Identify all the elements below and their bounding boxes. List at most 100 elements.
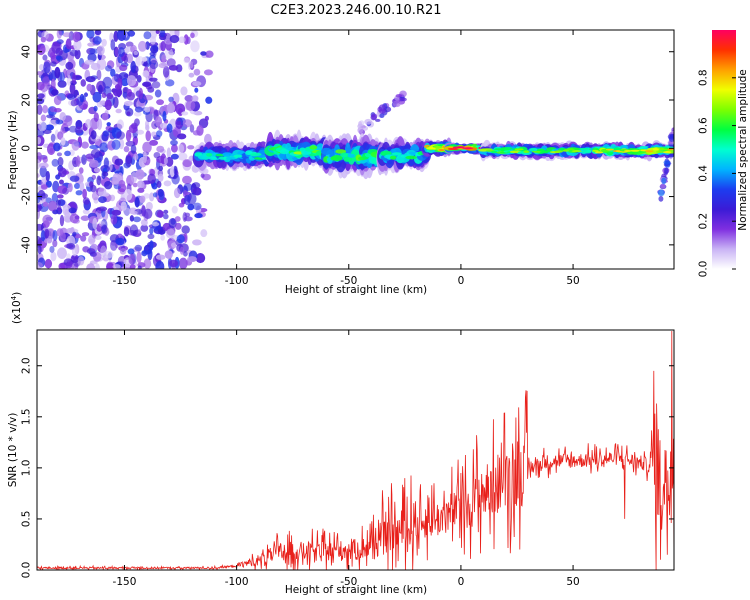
spectrogram-noise-blob <box>182 211 188 222</box>
spectrogram-noise-blob <box>187 203 195 211</box>
spectrogram-noise-blob <box>135 55 145 66</box>
spectrogram-noise-blob <box>149 240 154 251</box>
snr-y-axis-label: SNR (10 * v/v) <box>7 413 19 488</box>
spectrogram-noise-blob <box>84 59 95 65</box>
spectrogram-noise-blob <box>158 165 163 172</box>
spectrogram-band-blob <box>523 150 530 154</box>
spectrogram-noise-blob <box>176 234 185 244</box>
spectrogram-noise-blob <box>73 39 82 51</box>
spectrogram-band-blob <box>340 152 349 158</box>
spectrogram-noise-blob <box>183 34 189 45</box>
spectrogram-noise-blob <box>97 206 108 212</box>
spectrogram-noise-blob <box>110 68 116 77</box>
spectrogram-band-blob <box>652 148 661 151</box>
spectrogram-noise-blob <box>187 256 197 263</box>
spectrogram-noise-blob <box>136 180 145 189</box>
spectrogram-feature-blob <box>658 195 664 202</box>
spectrogram-noise-blob <box>114 158 124 166</box>
spectrogram-noise-blob <box>136 75 142 83</box>
x-tick-label: -100 <box>225 576 249 588</box>
spectrogram-noise-blob <box>188 61 194 69</box>
spectrogram-noise-blob <box>80 215 90 221</box>
spectrogram-noise-blob <box>106 92 114 100</box>
y-tick-label: 0.5 <box>21 511 33 528</box>
spectrogram-feature-blob <box>379 113 385 119</box>
spectrogram-noise-blob <box>156 145 165 153</box>
spectrogram-noise-blob <box>60 137 66 146</box>
spectrogram-noise-blob <box>104 180 113 190</box>
spectrogram-band-blob <box>571 149 582 153</box>
spectrogram-band-blob <box>663 151 672 154</box>
spectrogram-noise-blob <box>47 200 58 212</box>
spectrogram-noise-blob <box>147 233 155 240</box>
spectrogram-noise-blob <box>38 64 45 71</box>
spectrogram-noise-blob <box>105 65 112 72</box>
spectrogram-noise-blob <box>111 139 121 150</box>
spectrogram-noise-blob <box>96 45 105 56</box>
spectrogram-noise-blob <box>66 242 76 250</box>
spectrogram-noise-blob <box>42 201 49 207</box>
spectrogram-feature-blob <box>401 97 407 102</box>
spectrogram-noise-blob <box>160 234 165 241</box>
spectrogram-noise-blob <box>151 131 157 138</box>
spectrogram-noise-blob <box>171 205 178 214</box>
spectrogram-x-ticks: -150 -100 -50 0 50 <box>113 30 580 287</box>
spectrogram-feature-blob <box>668 135 674 142</box>
spectrogram-noise-blob <box>82 197 90 205</box>
spectrogram-noise-blob <box>120 201 127 211</box>
spectrogram-noise-blob <box>72 31 81 43</box>
spectrogram-noise-blob <box>135 169 145 180</box>
spectrogram-noise-blob <box>59 111 67 122</box>
snr-frame <box>36 329 675 571</box>
spectrogram-noise-blob <box>177 133 187 140</box>
spectrogram-noise-blob <box>92 36 102 45</box>
spectrogram-noise-blob <box>177 143 185 154</box>
spectrogram-noise-blob <box>127 248 135 255</box>
spectrogram-noise-blob <box>117 47 125 58</box>
spectrogram-band-blob <box>624 149 632 152</box>
spectrogram-noise-blob <box>129 215 135 222</box>
spectrogram-noise-blob <box>141 205 146 217</box>
spectrogram-noise-blob <box>56 55 63 62</box>
spectrogram-noise-blob <box>44 238 52 244</box>
spectrogram-heat-layer <box>37 30 674 269</box>
spectrogram-noise-blob <box>37 173 40 178</box>
spectrogram-noise-blob <box>42 214 53 226</box>
spectrogram-noise-blob <box>110 39 116 51</box>
spectrogram-noise-blob <box>40 193 49 199</box>
spectrogram-band-blob <box>233 154 243 158</box>
spectrogram-noise-blob <box>162 65 170 78</box>
spectrogram-noise-blob <box>51 158 59 167</box>
spectrogram-noise-blob <box>56 30 62 39</box>
snr-plot-area <box>37 330 674 570</box>
spectrogram-noise-blob <box>163 209 169 215</box>
spectrogram-noise-blob <box>71 140 80 151</box>
spectrogram-noise-blob <box>37 43 46 56</box>
x-tick-label: -50 <box>340 275 357 287</box>
spectrogram-noise-blob <box>115 238 122 245</box>
spectrogram-noise-blob <box>151 221 160 227</box>
spectrogram-noise-blob <box>166 103 176 114</box>
spectrogram-noise-blob <box>65 61 74 70</box>
spectrogram-noise-blob <box>174 216 181 222</box>
spectrogram-noise-blob <box>156 99 164 106</box>
colorbar-tick-label: 0.4 <box>698 165 710 182</box>
spectrogram-noise-blob <box>192 187 202 196</box>
y-tick-label: 1.5 <box>21 408 33 425</box>
spectrogram-noise-blob <box>123 226 130 237</box>
spectrogram-noise-blob <box>163 213 169 220</box>
spectrogram-noise-blob <box>99 142 109 153</box>
spectrogram-noise-blob <box>115 108 122 114</box>
spectrogram-noise-blob <box>119 248 127 255</box>
spectrogram-noise-blob <box>37 137 42 145</box>
spectrogram-band-blob <box>579 147 589 150</box>
spectrogram-x-axis-label: Height of straight line (km) <box>285 284 427 296</box>
spectrogram-noise-blob <box>44 228 50 239</box>
spectrogram-noise-blob <box>130 144 137 154</box>
spectrogram-noise-blob <box>170 139 178 146</box>
spectrogram-noise-blob <box>156 130 163 138</box>
spectrogram-feature-blob <box>663 160 671 165</box>
spectrogram-feature-blob <box>357 123 364 129</box>
spectrogram-noise-blob <box>37 104 43 115</box>
